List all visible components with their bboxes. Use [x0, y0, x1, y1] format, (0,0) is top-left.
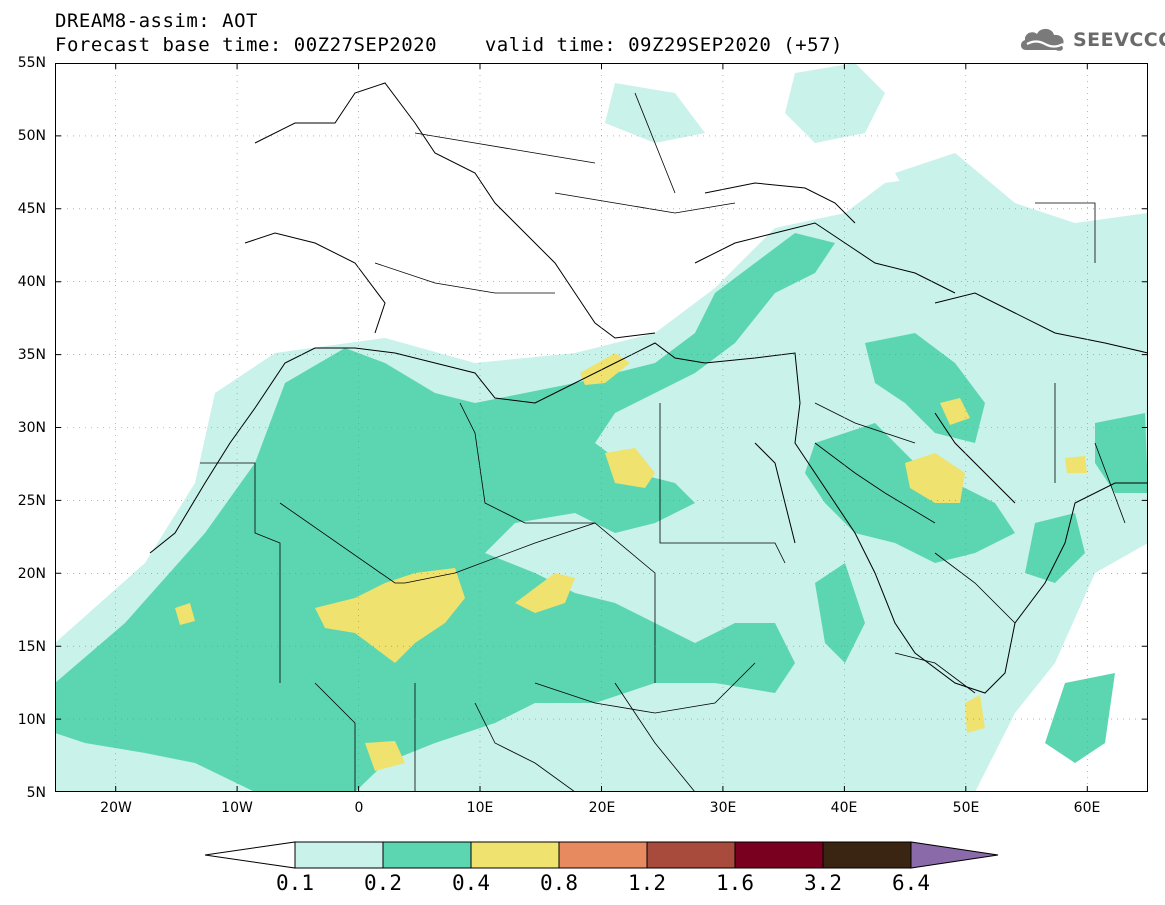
colorbar-label: 6.4 — [892, 871, 930, 895]
colorbar-swatch — [382, 841, 472, 869]
graticule — [55, 63, 1148, 792]
valid-time-label: valid time: 09Z29SEP2020 (+57) — [484, 34, 843, 56]
lat-label: 20N — [17, 566, 46, 582]
lat-label: 45N — [17, 201, 46, 217]
aot-map — [55, 63, 1148, 792]
lon-label: 20E — [588, 800, 616, 816]
colorbar-swatch — [294, 841, 384, 869]
logo-text: SEEVCCC — [1073, 29, 1165, 51]
colorbar-swatch — [734, 841, 824, 869]
time-info: Forecast base time: 00Z27SEP2020 valid t… — [55, 34, 843, 56]
lat-label: 50N — [17, 128, 46, 144]
colorbar-swatch — [822, 841, 912, 869]
lon-label: 20W — [100, 800, 132, 816]
aot-band-0.2 — [55, 233, 1148, 792]
colorbar-swatch — [470, 841, 560, 869]
lat-label: 55N — [17, 55, 46, 71]
colorbar-label: 1.2 — [628, 871, 666, 895]
lon-label: 60E — [1073, 800, 1101, 816]
colorbar-label: 1.6 — [716, 871, 754, 895]
axis-ticks — [55, 63, 1148, 792]
map-title: DREAM8-assim: AOT — [55, 10, 258, 32]
colorbar-label: 0.8 — [540, 871, 578, 895]
lon-label: 0 — [354, 800, 364, 816]
colorbar-swatch — [558, 841, 648, 869]
seevccc-logo: SEEVCCC — [1018, 22, 1165, 60]
lon-label: 40E — [830, 800, 858, 816]
colorbar-legend — [205, 841, 999, 869]
colorbar-swatch — [646, 841, 736, 869]
lat-label: 40N — [17, 274, 46, 290]
lon-label: 10E — [466, 800, 494, 816]
colorbar-label: 0.2 — [364, 871, 402, 895]
lon-label: 50E — [952, 800, 980, 816]
country-borders — [200, 92, 1126, 792]
lon-label: 30E — [709, 800, 737, 816]
colorbar-label: 3.2 — [804, 871, 842, 895]
lon-label: 10W — [221, 800, 253, 816]
lat-label: 35N — [17, 347, 46, 363]
lat-label: 10N — [17, 712, 46, 728]
colorbar-label: 0.4 — [452, 871, 490, 895]
base-time-label: Forecast base time: 00Z27SEP2020 — [55, 34, 438, 56]
colorbar-arrow-high — [910, 841, 999, 869]
colorbar-arrow-low — [205, 841, 296, 869]
lat-label: 30N — [17, 420, 46, 436]
lat-label: 25N — [17, 493, 46, 509]
cloud-icon — [1020, 28, 1064, 51]
colorbar-label: 0.1 — [276, 871, 314, 895]
aot-band-0.4 — [175, 353, 1087, 771]
lat-label: 5N — [26, 785, 46, 801]
coastlines — [149, 82, 1148, 694]
lat-label: 15N — [17, 639, 46, 655]
